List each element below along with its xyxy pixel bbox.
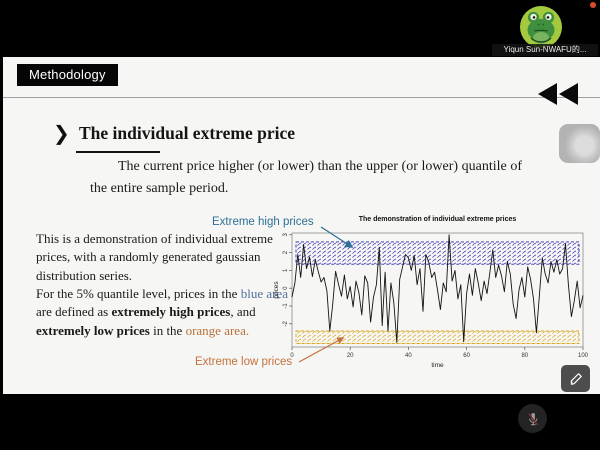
- svg-text:80: 80: [521, 353, 528, 359]
- svg-text:The demonstration of individua: The demonstration of individual extreme …: [359, 216, 517, 223]
- svg-text:3: 3: [283, 232, 289, 236]
- annotate-pen-button[interactable]: [561, 365, 590, 392]
- participant-video-tile[interactable]: Yiqun Sun-NWAFU的...: [470, 0, 600, 57]
- svg-text:60: 60: [463, 353, 470, 359]
- mic-muted-icon: [527, 412, 538, 425]
- section-label: Methodology: [17, 64, 118, 86]
- lead-paragraph: The current price higher (or lower) than…: [90, 159, 522, 197]
- svg-text:prices: prices: [273, 281, 280, 299]
- recording-dot-icon: [590, 2, 596, 8]
- svg-text:-2: -2: [283, 320, 289, 326]
- title-underline: [76, 151, 160, 153]
- floating-control-button[interactable]: [559, 124, 600, 163]
- svg-text:1: 1: [283, 268, 289, 272]
- rewind-arrows-icon[interactable]: [538, 83, 580, 105]
- extreme-high-annotation: Extreme high prices: [212, 216, 314, 228]
- frog-avatar-icon: [520, 6, 562, 48]
- svg-text:time: time: [431, 362, 444, 369]
- price-chart-svg: 0 20 40 60 80 100 3 2 1 0 -1 -2 The demonstration of…: [273, 216, 589, 369]
- title-bullet-icon: ❯: [53, 121, 70, 145]
- svg-text:20: 20: [347, 353, 354, 359]
- extreme-low-annotation: Extreme low prices: [195, 356, 293, 368]
- svg-text:0: 0: [283, 286, 289, 290]
- price-chart: 0 20 40 60 80 100 3 2 1 0 -1 -2 The demonstration of…: [272, 210, 589, 370]
- participant-name: Yiqun Sun-NWAFU的...: [492, 44, 598, 56]
- header-divider: [3, 97, 600, 98]
- svg-text:2: 2: [283, 250, 289, 254]
- description-block: This is a demonstration of individual ex…: [36, 231, 288, 338]
- slide-title: The individual extreme price: [79, 123, 295, 143]
- pen-icon: [570, 372, 582, 385]
- svg-text:40: 40: [405, 353, 412, 359]
- svg-text:0: 0: [290, 353, 294, 359]
- shared-slide: Methodology ❯ The individual extreme pri…: [3, 57, 600, 394]
- mic-muted-button[interactable]: [518, 404, 547, 433]
- svg-text:-1: -1: [283, 303, 289, 309]
- svg-text:100: 100: [578, 353, 588, 359]
